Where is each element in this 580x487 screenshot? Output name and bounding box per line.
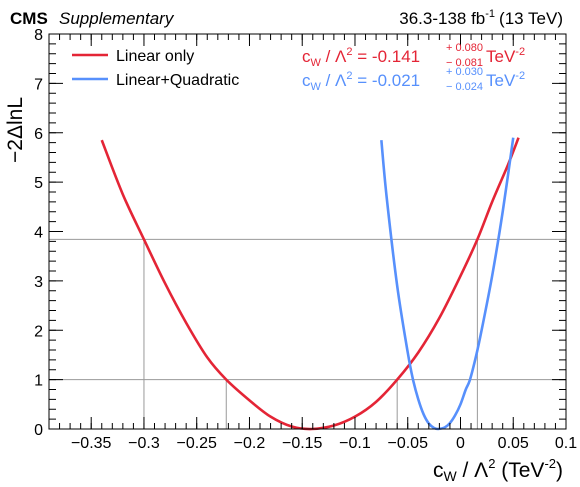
svg-text:+ 0.030: + 0.030 — [446, 66, 483, 78]
series-line-linear-only — [100, 137, 520, 431]
threshold-lines — [49, 238, 566, 429]
y-tick-label: 7 — [34, 76, 43, 93]
svg-text:− 0.024: − 0.024 — [446, 81, 483, 93]
result-linear-only: cW / Λ2 = -0.141 + 0.080 − 0.081 TeV-2 — [302, 42, 525, 69]
energy-value: (13 TeV) — [499, 9, 563, 28]
svg-text:+ 0.080: + 0.080 — [446, 42, 483, 54]
lumi-exponent: -1 — [485, 8, 495, 20]
x-tick-label: 0.1 — [555, 435, 577, 452]
x-tick-label: −0.1 — [339, 435, 371, 452]
luminosity-label: 36.3-138 fb-1 (13 TeV) — [399, 8, 563, 28]
plot-frame — [48, 33, 567, 430]
tag-label: Supplementary — [59, 9, 175, 28]
legend: Linear only Linear+Quadratic — [72, 48, 239, 89]
y-tick-label: 5 — [34, 175, 43, 192]
y-tick-label: 4 — [34, 225, 43, 242]
x-tick-label: −0.25 — [176, 435, 217, 452]
y-tick-label: 2 — [34, 323, 43, 340]
y-axis-title: −2ΔlnL — [4, 97, 27, 163]
svg-text:TeV-2: TeV-2 — [486, 46, 525, 66]
x-tick-label: 0 — [456, 435, 465, 452]
x-tick-label: −0.15 — [282, 435, 323, 452]
svg-text:cW / Λ2 = -0.021: cW / Λ2 = -0.021 — [302, 70, 420, 93]
legend-label-linear-quadratic: Linear+Quadratic — [116, 72, 239, 89]
x-tick-label: −0.3 — [128, 435, 160, 452]
x-tick-label: −0.2 — [234, 435, 266, 452]
series-line-linear-quadratic — [380, 137, 515, 431]
axis-ticks: −0.35 −0.3 −0.25 −0.2 −0.15 −0.1 −0.05 0 0.05 0.1… — [34, 27, 577, 452]
legend-label-linear-only: Linear only — [116, 48, 194, 65]
lumi-value: 36.3-138 fb — [399, 9, 485, 28]
y-tick-label: 6 — [34, 126, 43, 143]
svg-text:cW / Λ2 = -0.141: cW / Λ2 = -0.141 — [302, 46, 420, 69]
result-linear-quadratic: cW / Λ2 = -0.021 + 0.030 − 0.024 TeV-2 — [302, 66, 525, 93]
y-tick-label: 8 — [34, 27, 43, 44]
svg-text:TeV-2: TeV-2 — [486, 70, 525, 90]
curves — [100, 137, 520, 431]
y-tick-label: 1 — [34, 373, 43, 390]
y-tick-label: 0 — [34, 422, 43, 439]
x-tick-label: 0.05 — [498, 435, 529, 452]
experiment-label: CMS — [10, 9, 48, 28]
x-tick-label: −0.35 — [71, 435, 112, 452]
x-axis-title: cW / Λ2 (TeV-2) — [433, 456, 563, 484]
x-tick-label: −0.05 — [387, 435, 428, 452]
y-tick-label: 3 — [34, 274, 43, 291]
svg-text:− 0.081: − 0.081 — [446, 57, 483, 69]
